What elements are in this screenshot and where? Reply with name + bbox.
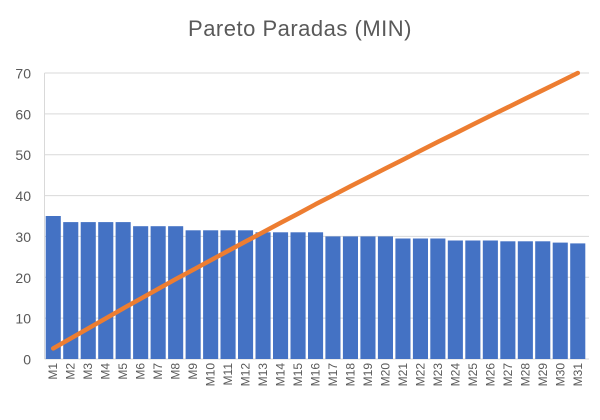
xtick-label-M18: M18 [344,363,358,387]
bar-M2[interactable] [63,222,79,359]
bar-M9[interactable] [185,230,201,359]
bar-M17[interactable] [325,236,341,359]
bar-M23[interactable] [430,238,446,360]
bar-M29[interactable] [535,241,551,359]
xtick-label-M16: M16 [309,363,323,387]
xtick-label-M11: M11 [221,363,235,386]
bar-M5[interactable] [115,222,131,359]
bar-M3[interactable] [80,222,96,359]
xtick-label-M3: M3 [81,363,95,380]
xtick-label-M7: M7 [151,363,165,380]
bar-M16[interactable] [308,232,324,359]
xtick-label-M24: M24 [448,363,462,387]
ytick-label-10: 10 [15,311,31,327]
xtick-label-M31: M31 [571,363,585,387]
xtick-label-M9: M9 [186,363,200,380]
xtick-label-M14: M14 [274,363,288,387]
bar-M28[interactable] [517,241,533,359]
bar-M14[interactable] [273,232,289,359]
ytick-label-60: 60 [15,106,31,122]
ytick-label-40: 40 [15,188,31,204]
bar-M21[interactable] [395,238,411,360]
xtick-label-M15: M15 [291,363,305,387]
ytick-label-50: 50 [15,147,31,163]
ytick-label-70: 70 [15,66,31,82]
xtick-label-M30: M30 [553,363,567,387]
xtick-label-M4: M4 [99,363,113,380]
bar-M27[interactable] [500,241,516,359]
bar-M19[interactable] [360,236,376,359]
xtick-label-M2: M2 [64,363,78,380]
xtick-label-M5: M5 [116,363,130,380]
xtick-label-M8: M8 [169,363,183,380]
bar-M10[interactable] [203,230,219,359]
ytick-label-30: 30 [15,229,31,245]
xtick-label-M23: M23 [431,363,445,387]
xtick-label-M12: M12 [239,363,253,387]
bar-M12[interactable] [238,230,254,359]
xtick-label-M28: M28 [518,363,532,387]
bar-M7[interactable] [150,226,166,359]
xtick-label-M20: M20 [378,363,392,387]
ytick-label-0: 0 [23,352,31,368]
xtick-label-M22: M22 [413,363,427,387]
bar-M18[interactable] [342,236,358,359]
bar-M1[interactable] [45,216,61,359]
chart-title: Pareto Paradas (MIN) [188,16,412,41]
bar-M11[interactable] [220,230,236,359]
xtick-label-M27: M27 [501,363,515,387]
bar-M30[interactable] [552,242,568,359]
cumulative-line[interactable] [50,70,581,351]
bar-M8[interactable] [168,226,184,359]
xtick-label-M13: M13 [256,363,270,387]
bar-M20[interactable] [377,236,393,359]
bar-M26[interactable] [482,240,498,360]
xtick-label-M17: M17 [326,363,340,387]
bar-M13[interactable] [255,232,271,359]
bar-M4[interactable] [98,222,114,359]
xtick-label-M19: M19 [361,363,375,387]
ytick-label-20: 20 [15,270,31,286]
bar-M25[interactable] [465,240,481,360]
bar-M6[interactable] [133,226,149,359]
bar-M31[interactable] [570,243,586,359]
xtick-label-M10: M10 [204,363,218,387]
xtick-label-M1: M1 [46,363,60,380]
bar-M15[interactable] [290,232,306,359]
bar-M24[interactable] [447,240,463,360]
xtick-label-M26: M26 [483,363,497,387]
xtick-label-M25: M25 [466,363,480,387]
xtick-label-M21: M21 [396,363,410,387]
xtick-label-M6: M6 [134,363,148,380]
bar-M22[interactable] [412,238,428,360]
xtick-label-M29: M29 [536,363,550,387]
